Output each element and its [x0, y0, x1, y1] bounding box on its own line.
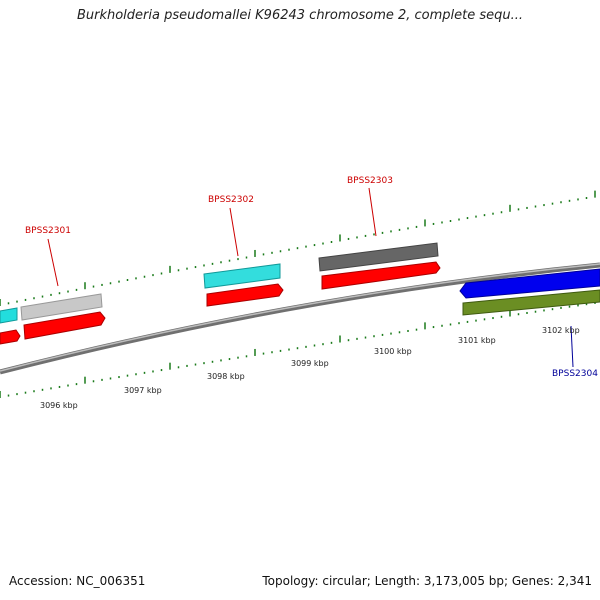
leader-bpss2303 [368, 187, 377, 237]
feature-cyan-left[interactable] [0, 307, 18, 324]
leader-bpss2301 [47, 238, 59, 287]
accession-label: Accession: NC_006351 [9, 574, 146, 588]
leader-bpss2302 [229, 207, 239, 257]
gene-label-bpss2301[interactable]: BPSS2301 [25, 226, 71, 236]
scale-label-3101: 3101 kbp [458, 336, 496, 345]
feature-olive-bpss2304[interactable] [462, 289, 600, 316]
leader-bpss2304 [570, 325, 574, 368]
cds-arrow-bpss2301[interactable] [23, 311, 106, 340]
scale-label-3102: 3102 kbp [542, 326, 580, 335]
genome-summary: Topology: circular; Length: 3,173,005 bp… [262, 574, 592, 588]
cds-arrow-left-edge[interactable] [0, 329, 21, 345]
cds-arrow-bpss2302[interactable] [206, 283, 284, 307]
feature-cyan-bpss2302[interactable] [203, 263, 281, 289]
feature-dark-bpss2303[interactable] [318, 242, 439, 272]
gene-label-bpss2304[interactable]: BPSS2304 [552, 369, 598, 379]
feature-gray-bpss2301[interactable] [20, 293, 103, 321]
scale-label-3096: 3096 kbp [40, 401, 78, 410]
chromosome-backbone [0, 262, 600, 375]
scale-label-3098: 3098 kbp [207, 372, 245, 381]
feature-blue-bpss2304[interactable] [459, 268, 600, 299]
chromosome-backbone-highlight [0, 263, 600, 372]
scale-label-3100: 3100 kbp [374, 347, 412, 356]
map-title: Burkholderia pseudomallei K96243 chromos… [76, 8, 524, 23]
scale-label-3097: 3097 kbp [124, 386, 162, 395]
cds-arrow-bpss2303[interactable] [321, 261, 441, 290]
gene-label-bpss2303[interactable]: BPSS2303 [347, 176, 393, 186]
gene-label-bpss2302[interactable]: BPSS2302 [208, 195, 254, 205]
scale-label-3099: 3099 kbp [291, 359, 329, 368]
